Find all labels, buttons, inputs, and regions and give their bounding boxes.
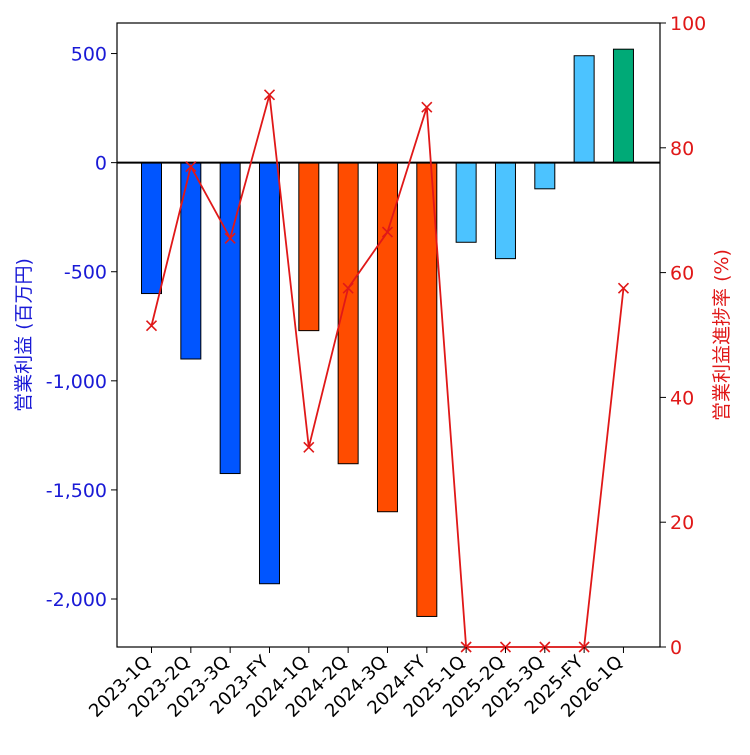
bar-2025-3Q bbox=[534, 162, 556, 190]
bar-2026-1Q bbox=[612, 48, 634, 164]
progress-marker-2024-1Q bbox=[303, 441, 315, 453]
bar-2024-3Q bbox=[376, 162, 398, 513]
bar-2025-FY bbox=[573, 55, 595, 164]
left-tick-label: -500 bbox=[64, 262, 107, 284]
progress-marker-2023-1Q bbox=[145, 320, 158, 332]
left-tick-label: -1,500 bbox=[46, 480, 107, 502]
left-axis-title: 営業利益 (百万円) bbox=[13, 258, 35, 412]
bar-2025-2Q bbox=[494, 162, 516, 260]
right-tick-label: 100 bbox=[670, 13, 706, 35]
progress-marker-2023-3Q bbox=[224, 232, 236, 244]
bar-2024-FY bbox=[416, 162, 438, 617]
plot-frame bbox=[116, 22, 661, 648]
progress-marker-2023-FY bbox=[263, 89, 276, 101]
right-tick-label: 40 bbox=[670, 387, 694, 409]
bar-2025-1Q bbox=[455, 162, 477, 243]
progress-marker-2024-3Q bbox=[381, 226, 394, 238]
left-tick-label: -2,000 bbox=[46, 589, 107, 611]
right-axis-title: 営業利益進捗率 (%) bbox=[711, 249, 733, 421]
bar-2023-1Q bbox=[141, 162, 162, 295]
bar-2023-FY bbox=[258, 162, 280, 585]
right-tick-label: 60 bbox=[670, 263, 694, 285]
bar-2024-1Q bbox=[298, 162, 320, 332]
right-tick-label: 0 bbox=[670, 637, 682, 659]
progress-marker-2023-2Q bbox=[185, 160, 197, 173]
progress-marker-2024-FY bbox=[421, 101, 433, 113]
left-tick-label: 0 bbox=[95, 153, 107, 175]
left-tick-label: -1,000 bbox=[46, 371, 107, 393]
bar-2023-3Q bbox=[219, 162, 241, 475]
right-tick-label: 80 bbox=[670, 138, 694, 160]
progress-marker-2024-2Q bbox=[342, 282, 354, 294]
progress-marker-2026-1Q bbox=[617, 282, 630, 294]
left-tick-label: 500 bbox=[71, 44, 107, 66]
right-tick-label: 20 bbox=[670, 512, 694, 534]
